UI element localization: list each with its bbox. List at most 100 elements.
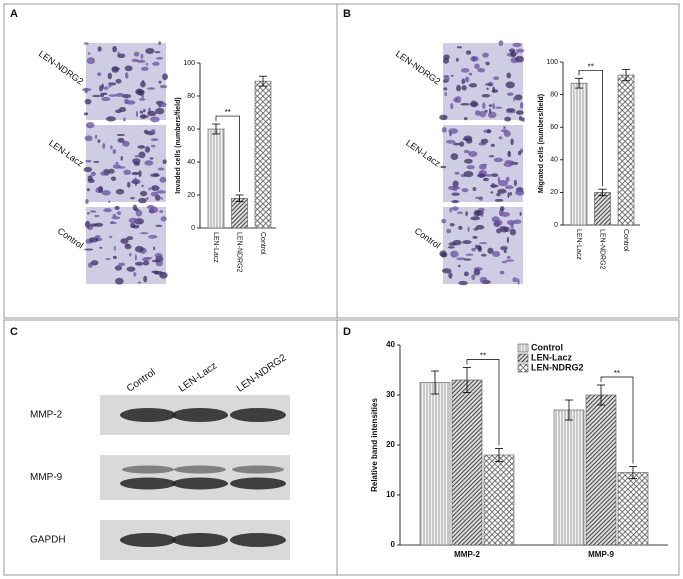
legend-label: LEN-NDRG2	[531, 362, 584, 372]
x-tick-label: MMP-2	[454, 550, 480, 559]
cell	[111, 216, 121, 220]
cell	[138, 197, 147, 204]
cell	[441, 218, 447, 224]
cell	[458, 264, 461, 268]
band	[172, 408, 228, 422]
cell	[448, 242, 457, 246]
cell	[108, 81, 112, 88]
blot-row-label: MMP-2	[30, 410, 63, 421]
cell	[486, 129, 491, 134]
cell	[449, 207, 453, 213]
cell	[137, 145, 146, 149]
x-tick-label: LEN-Lacz	[212, 232, 219, 263]
cell	[133, 177, 138, 184]
blot-lane-label: LEN-NDRG2	[235, 352, 289, 394]
band	[120, 477, 176, 490]
cell	[107, 72, 112, 80]
cell	[133, 161, 140, 166]
cell	[158, 41, 162, 46]
cell	[110, 176, 117, 181]
cell	[139, 110, 144, 114]
blot-strip	[100, 520, 290, 560]
cell	[446, 228, 452, 234]
cell	[470, 55, 479, 62]
cell	[154, 51, 161, 54]
bar	[207, 128, 225, 229]
cell	[463, 135, 473, 142]
cell	[455, 57, 459, 62]
bar	[553, 409, 585, 546]
cell	[465, 211, 468, 217]
cell	[156, 190, 167, 194]
band	[230, 477, 286, 490]
cell	[85, 198, 89, 205]
cell	[505, 259, 515, 262]
cell	[500, 211, 510, 217]
significance-bracket	[600, 376, 634, 464]
cell	[93, 160, 100, 163]
cell	[445, 139, 456, 144]
cell	[480, 138, 489, 144]
cell	[160, 197, 164, 200]
cell	[99, 246, 103, 249]
cell	[451, 192, 460, 196]
cell	[491, 173, 499, 177]
cell	[151, 129, 156, 135]
cell	[510, 138, 514, 146]
cell	[500, 246, 508, 251]
cell	[447, 246, 455, 249]
cell	[463, 116, 468, 121]
cell	[124, 243, 132, 250]
cell	[154, 252, 163, 259]
cell	[86, 57, 96, 65]
cell	[85, 159, 92, 163]
x-tick-label: Control	[259, 232, 266, 255]
cell	[152, 61, 160, 66]
cell	[455, 96, 462, 104]
cell	[139, 114, 147, 120]
cell	[439, 114, 448, 121]
cell	[140, 81, 146, 88]
cell	[512, 277, 518, 283]
cell	[506, 92, 514, 96]
cell	[134, 155, 142, 158]
cell	[461, 78, 466, 85]
cell	[442, 75, 450, 78]
cell	[519, 102, 524, 109]
cell	[103, 208, 112, 213]
cell	[512, 219, 522, 225]
cell	[150, 173, 160, 178]
cell	[463, 149, 470, 154]
y-tick-label: 80	[550, 91, 558, 98]
cell	[108, 168, 115, 174]
cell	[457, 211, 463, 214]
cell	[143, 260, 150, 266]
cell	[130, 223, 136, 229]
y-tick-label: 20	[386, 440, 395, 449]
cell	[506, 219, 515, 226]
cell	[474, 196, 484, 200]
cell	[458, 225, 463, 230]
cell	[440, 252, 448, 258]
cell	[493, 157, 504, 163]
cell	[153, 246, 156, 251]
band	[120, 408, 176, 422]
cell	[105, 258, 111, 261]
cell	[495, 106, 503, 109]
cell	[475, 244, 479, 250]
panel-label: B	[343, 8, 351, 20]
cell	[103, 86, 109, 91]
cell	[477, 67, 486, 73]
bar	[570, 82, 588, 226]
blot-lane-label: Control	[125, 367, 158, 395]
significance-label: **	[588, 62, 594, 71]
cell	[492, 86, 496, 93]
cell	[500, 226, 509, 233]
x-tick-label: LEN-Lacz	[575, 229, 582, 260]
cell	[154, 194, 161, 201]
y-tick-label: 30	[386, 390, 395, 399]
bar	[617, 74, 635, 226]
cell	[468, 150, 478, 157]
cell	[515, 110, 524, 115]
cell	[503, 161, 513, 168]
